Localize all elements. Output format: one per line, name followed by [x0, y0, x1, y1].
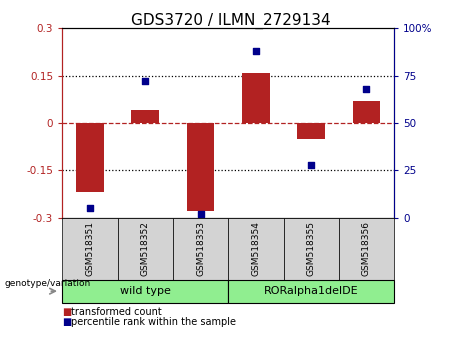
Bar [131, 110, 159, 123]
Point [307, 162, 315, 167]
Point [363, 86, 370, 92]
Text: wild type: wild type [120, 286, 171, 296]
Bar [297, 123, 325, 139]
Text: GSM518354: GSM518354 [251, 221, 260, 276]
Text: ■: ■ [62, 317, 71, 327]
Bar [187, 123, 214, 211]
Point [86, 205, 94, 211]
Text: GDS3720 / ILMN_2729134: GDS3720 / ILMN_2729134 [130, 12, 331, 29]
Text: GSM518355: GSM518355 [307, 221, 316, 276]
Text: ■: ■ [62, 307, 71, 316]
Point [142, 79, 149, 84]
Bar [353, 101, 380, 123]
Text: percentile rank within the sample: percentile rank within the sample [71, 317, 236, 327]
Text: GSM518353: GSM518353 [196, 221, 205, 276]
Text: genotype/variation: genotype/variation [5, 279, 91, 288]
Text: GSM518352: GSM518352 [141, 221, 150, 276]
Bar [76, 123, 104, 193]
Text: GSM518351: GSM518351 [85, 221, 95, 276]
Point [197, 211, 204, 217]
Text: RORalpha1delDE: RORalpha1delDE [264, 286, 359, 296]
Text: GSM518356: GSM518356 [362, 221, 371, 276]
Bar [242, 73, 270, 123]
Text: transformed count: transformed count [71, 307, 162, 316]
Point [252, 48, 260, 54]
